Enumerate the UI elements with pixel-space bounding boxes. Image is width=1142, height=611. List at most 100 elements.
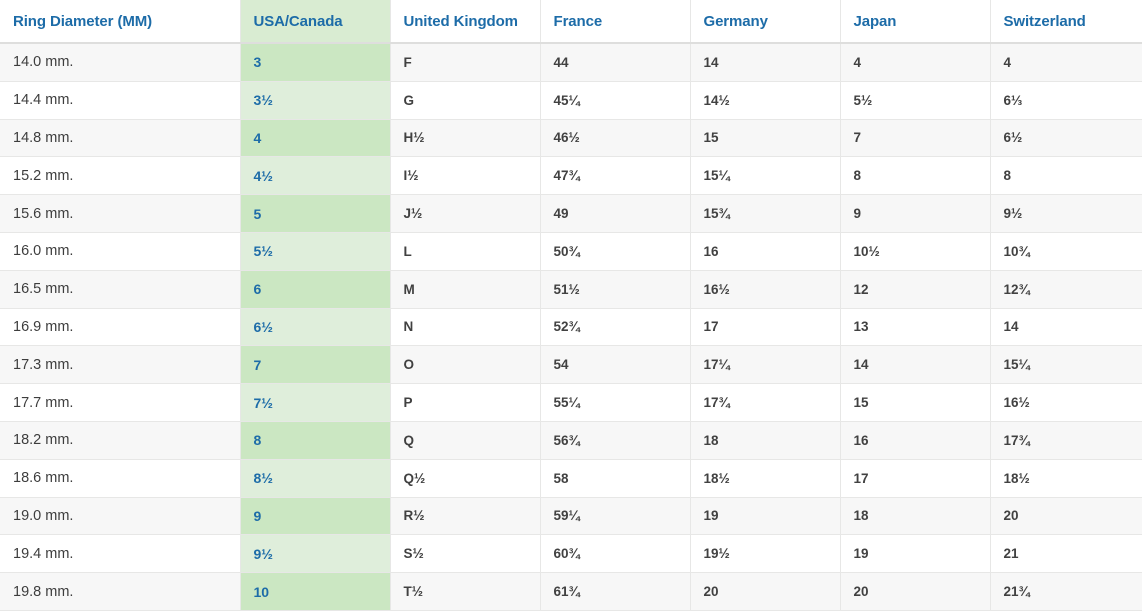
cell-switzerland: 21¾ <box>990 572 1142 611</box>
cell-ring-diameter-mm: 16.5 mm. <box>0 270 241 309</box>
cell-japan: 9 <box>840 194 991 233</box>
cell-united-kingdom: P <box>390 383 541 422</box>
cell-japan: 16 <box>840 421 991 460</box>
cell-germany: 19½ <box>690 534 841 574</box>
table-row: 16.9 mm. 6½ N 52¾ 17 13 14 <box>0 308 1142 347</box>
cell-united-kingdom: N <box>390 308 541 347</box>
cell-ring-diameter-mm: 14.0 mm. <box>0 43 241 82</box>
cell-usa-canada: 6 <box>240 270 391 309</box>
cell-ring-diameter-mm: 17.3 mm. <box>0 345 241 385</box>
column-header-france[interactable]: France <box>540 0 691 44</box>
table-row: 18.6 mm. 8½ Q½ 58 18½ 17 18½ <box>0 459 1142 498</box>
table-body: 14.0 mm. 3 F 44 14 4 4 14.4 mm. 3½ G 45¼ 14½ 5½ 6⅓ 14.… <box>0 43 1142 611</box>
cell-switzerland: 6½ <box>990 119 1142 158</box>
cell-france: 61¾ <box>540 572 691 611</box>
cell-france: 44 <box>540 43 691 82</box>
cell-switzerland: 21 <box>990 534 1142 574</box>
cell-france: 45¼ <box>540 81 691 120</box>
cell-japan: 5½ <box>840 81 991 120</box>
cell-france: 46½ <box>540 119 691 158</box>
cell-united-kingdom: L <box>390 232 541 271</box>
cell-united-kingdom: H½ <box>390 119 541 158</box>
column-header-japan[interactable]: Japan <box>840 0 991 44</box>
table-row: 15.6 mm. 5 J½ 49 15¾ 9 9½ <box>0 194 1142 233</box>
cell-united-kingdom: Q <box>390 421 541 460</box>
column-header-united-kingdom[interactable]: United Kingdom <box>390 0 541 44</box>
cell-germany: 16 <box>690 232 841 271</box>
cell-france: 55¼ <box>540 383 691 422</box>
cell-switzerland: 6⅓ <box>990 81 1142 120</box>
cell-france: 54 <box>540 345 691 385</box>
cell-japan: 15 <box>840 383 991 422</box>
cell-switzerland: 17¾ <box>990 421 1142 460</box>
column-header-ring-diameter-mm[interactable]: Ring Diameter (MM) <box>0 0 241 44</box>
cell-usa-canada: 3½ <box>240 81 391 120</box>
cell-germany: 15¼ <box>690 156 841 196</box>
cell-switzerland: 10¾ <box>990 232 1142 271</box>
cell-japan: 10½ <box>840 232 991 271</box>
table-row: 14.4 mm. 3½ G 45¼ 14½ 5½ 6⅓ <box>0 81 1142 120</box>
cell-ring-diameter-mm: 17.7 mm. <box>0 383 241 422</box>
cell-united-kingdom: F <box>390 43 541 82</box>
cell-usa-canada: 9 <box>240 497 391 536</box>
cell-france: 60¾ <box>540 534 691 574</box>
cell-france: 49 <box>540 194 691 233</box>
cell-united-kingdom: M <box>390 270 541 309</box>
cell-united-kingdom: S½ <box>390 534 541 574</box>
table-row: 17.3 mm. 7 O 54 17¼ 14 15¼ <box>0 345 1142 385</box>
cell-japan: 20 <box>840 572 991 611</box>
cell-united-kingdom: G <box>390 81 541 120</box>
cell-france: 50¾ <box>540 232 691 271</box>
cell-japan: 18 <box>840 497 991 536</box>
cell-ring-diameter-mm: 15.6 mm. <box>0 194 241 233</box>
cell-japan: 14 <box>840 345 991 385</box>
cell-usa-canada: 9½ <box>240 534 391 574</box>
cell-germany: 14½ <box>690 81 841 120</box>
column-header-usa-canada[interactable]: USA/Canada <box>240 0 391 44</box>
cell-united-kingdom: I½ <box>390 156 541 196</box>
cell-germany: 15¾ <box>690 194 841 233</box>
cell-ring-diameter-mm: 16.0 mm. <box>0 232 241 271</box>
cell-france: 47¾ <box>540 156 691 196</box>
cell-switzerland: 9½ <box>990 194 1142 233</box>
table-header: Ring Diameter (MM) USA/Canada United Kingd… <box>0 0 1142 44</box>
cell-usa-canada: 5 <box>240 194 391 233</box>
cell-united-kingdom: Q½ <box>390 459 541 498</box>
cell-usa-canada: 7 <box>240 345 391 385</box>
cell-ring-diameter-mm: 19.0 mm. <box>0 497 241 536</box>
cell-germany: 18½ <box>690 459 841 498</box>
table-row: 17.7 mm. 7½ P 55¼ 17¾ 15 16½ <box>0 383 1142 422</box>
table-row: 16.0 mm. 5½ L 50¾ 16 10½ 10¾ <box>0 232 1142 271</box>
cell-usa-canada: 4 <box>240 119 391 158</box>
cell-japan: 8 <box>840 156 991 196</box>
cell-france: 58 <box>540 459 691 498</box>
cell-japan: 17 <box>840 459 991 498</box>
table-row: 14.0 mm. 3 F 44 14 4 4 <box>0 43 1142 82</box>
cell-ring-diameter-mm: 19.4 mm. <box>0 534 241 574</box>
cell-switzerland: 12¾ <box>990 270 1142 309</box>
table-row: 19.4 mm. 9½ S½ 60¾ 19½ 19 21 <box>0 534 1142 574</box>
cell-germany: 15 <box>690 119 841 158</box>
cell-germany: 17¾ <box>690 383 841 422</box>
column-header-germany[interactable]: Germany <box>690 0 841 44</box>
cell-switzerland: 15¼ <box>990 345 1142 385</box>
cell-japan: 13 <box>840 308 991 347</box>
cell-switzerland: 14 <box>990 308 1142 347</box>
column-header-switzerland[interactable]: Switzerland <box>990 0 1142 44</box>
cell-germany: 18 <box>690 421 841 460</box>
cell-usa-canada: 10 <box>240 572 391 611</box>
cell-united-kingdom: J½ <box>390 194 541 233</box>
cell-ring-diameter-mm: 18.2 mm. <box>0 421 241 460</box>
cell-usa-canada: 6½ <box>240 308 391 347</box>
table-row: 19.8 mm. 10 T½ 61¾ 20 20 21¾ <box>0 572 1142 611</box>
cell-usa-canada: 8½ <box>240 459 391 498</box>
cell-united-kingdom: R½ <box>390 497 541 536</box>
cell-japan: 7 <box>840 119 991 158</box>
cell-switzerland: 4 <box>990 43 1142 82</box>
cell-germany: 16½ <box>690 270 841 309</box>
cell-ring-diameter-mm: 18.6 mm. <box>0 459 241 498</box>
cell-ring-diameter-mm: 16.9 mm. <box>0 308 241 347</box>
cell-switzerland: 16½ <box>990 383 1142 422</box>
cell-france: 59¼ <box>540 497 691 536</box>
